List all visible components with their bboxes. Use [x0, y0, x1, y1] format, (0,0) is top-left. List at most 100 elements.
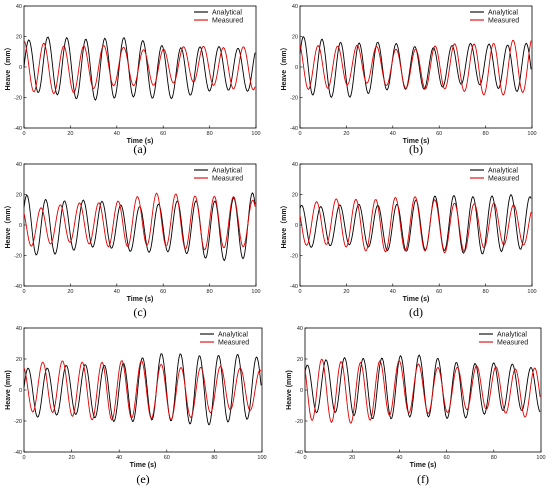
x-axis-label: Time (s)	[410, 462, 437, 469]
x-tick-label: 40	[390, 289, 396, 295]
y-tick-label: -40	[14, 284, 22, 290]
x-tick-label: 20	[69, 455, 75, 461]
series-line-analytical	[299, 36, 532, 99]
x-tick-label: 20	[67, 289, 73, 295]
x-axis-label: Time (s)	[130, 462, 157, 469]
y-tick-label: -20	[14, 419, 22, 425]
y-tick-label: 0	[295, 65, 298, 71]
x-tick-label: 80	[483, 131, 489, 137]
y-tick-label: 20	[16, 35, 22, 41]
series-line-measured	[299, 39, 532, 96]
x-axis-label: Time (s)	[403, 138, 430, 145]
legend-label-measured: Measured	[488, 176, 519, 183]
x-tick-label: 60	[436, 289, 442, 295]
x-tick-label: 80	[207, 289, 213, 295]
panel-caption: (a)	[133, 142, 146, 156]
x-tick-label: 0	[298, 131, 301, 137]
series-line-analytical	[23, 192, 256, 262]
y-tick-label: 40	[292, 4, 298, 10]
y-tick-label: 0	[19, 65, 22, 71]
chart-panel-3: 0 20 40 60 80 100 -40 -20 0 20 40 Time (s) Heave（mm）…	[4, 162, 261, 319]
x-tick-label: 20	[343, 131, 349, 137]
chart-panel-2: 0 20 40 60 80 100 -40 -20 0 20 40 Time (s) Heave（mm）…	[280, 4, 537, 156]
series-line-measured	[23, 360, 262, 421]
x-tick-label: 80	[491, 455, 497, 461]
y-tick-label: 20	[16, 357, 22, 363]
series-line-measured	[23, 40, 256, 95]
y-tick-label: 20	[16, 193, 22, 199]
series-line-analytical	[23, 353, 262, 426]
series-line-analytical	[304, 354, 541, 420]
x-tick-label: 100	[251, 131, 260, 137]
panel-caption: (b)	[409, 142, 423, 156]
series-line-analytical	[23, 36, 256, 101]
y-tick-label: -20	[290, 254, 298, 260]
legend-label-analytical: Analytical	[212, 10, 242, 17]
x-tick-label: 80	[207, 131, 213, 137]
x-tick-label: 80	[483, 289, 489, 295]
x-tick-label: 0	[303, 455, 306, 461]
plot-frame	[304, 327, 542, 453]
x-tick-label: 100	[527, 131, 536, 137]
chart-panel-5: 0 20 40 60 80 100 -40 -20 0 20 40 Time (s) Heave (mm…	[5, 326, 267, 486]
y-tick-label: -20	[14, 254, 22, 260]
y-tick-label: 20	[292, 35, 298, 41]
panel-caption: (e)	[136, 472, 149, 486]
y-tick-label: 0	[19, 388, 22, 394]
x-tick-label: 60	[160, 289, 166, 295]
x-tick-label: 0	[298, 289, 301, 295]
legend-label-analytical: Analytical	[218, 332, 248, 339]
chart-panel-6: 0 20 40 60 80 100 -40 -20 0 20 40 Time (s) Heave (mm…	[286, 326, 546, 486]
x-axis-label: Time (s)	[403, 296, 430, 303]
series-line-measured	[304, 358, 541, 424]
panel-caption: (f)	[417, 472, 429, 486]
x-tick-label: 60	[160, 131, 166, 137]
legend-label-analytical: Analytical	[212, 168, 242, 175]
y-tick-label: 40	[292, 162, 298, 168]
x-tick-label: 60	[164, 455, 170, 461]
y-tick-label: 0	[300, 388, 303, 394]
x-tick-label: 100	[251, 289, 260, 295]
y-tick-label: 0	[295, 223, 298, 229]
chart-panel-1: 0 20 40 60 80 100 -40 -20 0 20 40 Time (s) Heave（mm）…	[4, 4, 261, 156]
chart-panel-4: 0 20 40 60 80 100 -40 -20 0 20 40 Time (s) Heave（mm）…	[280, 162, 537, 319]
x-tick-label: 20	[67, 131, 73, 137]
y-tick-label: -20	[290, 96, 298, 102]
panel-caption: (c)	[133, 305, 146, 319]
y-tick-label: 40	[16, 4, 22, 10]
y-tick-label: 0	[19, 223, 22, 229]
x-tick-label: 60	[444, 455, 450, 461]
y-axis-label: Heave（mm）	[280, 201, 288, 248]
y-axis-label: Heave（mm）	[4, 201, 12, 248]
x-tick-label: 0	[22, 131, 25, 137]
plot-frame	[23, 327, 263, 453]
y-tick-label: 40	[16, 326, 22, 332]
y-tick-label: 20	[292, 193, 298, 199]
x-tick-label: 20	[349, 455, 355, 461]
legend-label-measured: Measured	[212, 176, 243, 183]
y-tick-label: 20	[297, 357, 303, 363]
x-tick-label: 100	[527, 289, 536, 295]
x-tick-label: 40	[116, 455, 122, 461]
y-axis-label: Heave（mm）	[280, 43, 288, 90]
x-axis-label: Time (s)	[127, 296, 154, 303]
legend-label-measured: Measured	[212, 18, 243, 25]
legend-label-measured: Measured	[497, 340, 528, 347]
y-axis-label: Heave（mm）	[4, 43, 12, 90]
y-tick-label: -20	[14, 96, 22, 102]
y-tick-label: -40	[290, 126, 298, 132]
x-tick-label: 0	[22, 289, 25, 295]
series-line-measured	[299, 195, 532, 254]
x-tick-label: 100	[257, 455, 266, 461]
y-tick-label: 40	[16, 162, 22, 168]
x-tick-label: 40	[114, 289, 120, 295]
legend-label-measured: Measured	[488, 18, 519, 25]
y-tick-label: -40	[290, 284, 298, 290]
legend-label-analytical: Analytical	[488, 168, 518, 175]
x-tick-label: 60	[436, 131, 442, 137]
panel-caption: (d)	[409, 305, 423, 319]
y-tick-label: -20	[295, 419, 303, 425]
x-tick-label: 100	[536, 455, 545, 461]
y-tick-label: 40	[297, 326, 303, 332]
